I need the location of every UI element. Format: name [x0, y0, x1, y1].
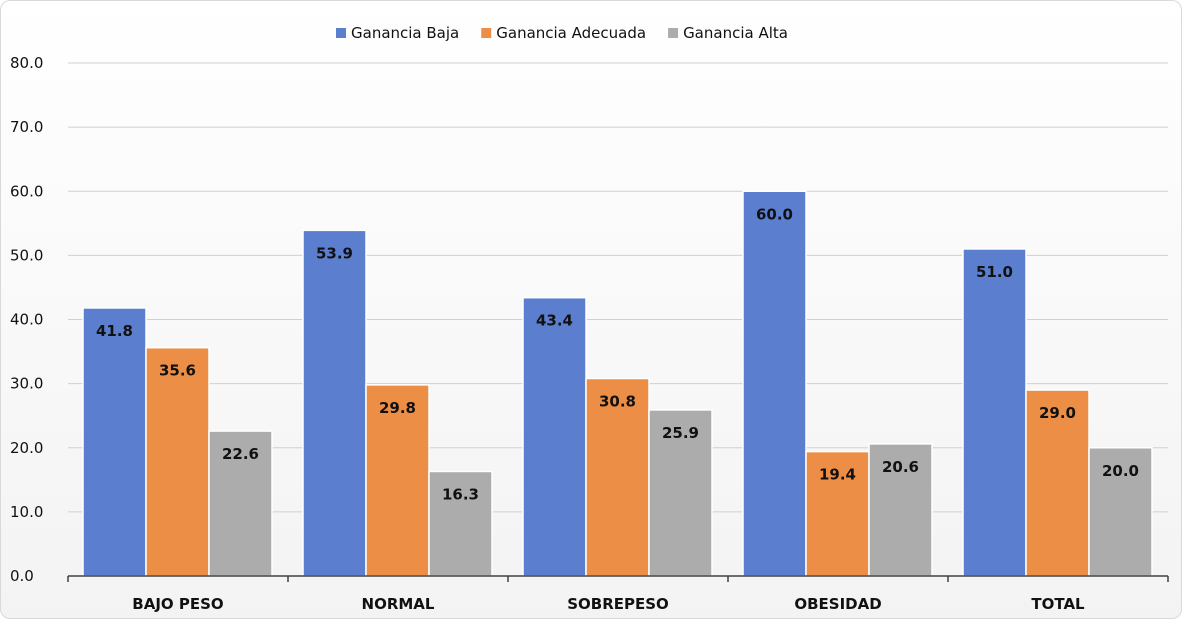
- bar: [208, 430, 273, 577]
- bar: [805, 450, 870, 577]
- bar: [585, 377, 650, 577]
- bar: [1088, 447, 1153, 577]
- data-label: 29.8: [379, 399, 416, 417]
- legend-label: Ganancia Alta: [683, 24, 788, 42]
- x-tick-label: NORMAL: [362, 595, 435, 613]
- bar: [522, 296, 587, 577]
- y-tick-label: 80.0: [10, 54, 43, 72]
- legend-swatch: [668, 28, 679, 38]
- data-label: 20.0: [1102, 462, 1139, 480]
- data-label: 51.0: [976, 263, 1013, 281]
- data-label: 20.6: [882, 458, 919, 476]
- y-tick-label: 10.0: [10, 503, 43, 521]
- legend: Ganancia Baja Ganancia Adecuada Ganancia A…: [336, 24, 788, 42]
- x-tick-label: BAJO PESO: [132, 595, 223, 613]
- legend-label: Ganancia Adecuada: [496, 24, 646, 42]
- legend-swatch: [336, 28, 346, 38]
- data-labels: 41.8 35.6 22.6 53.9 29.8 16.3 43.4 30.8 25.9 60.0…: [96, 205, 1139, 503]
- y-tick-label: 70.0: [10, 118, 43, 136]
- bar: [1025, 389, 1090, 577]
- x-axis: BAJO PESO NORMAL SOBREPESO OBESIDAD TOTAL: [67, 575, 1169, 613]
- y-tick-label: 20.0: [10, 439, 43, 457]
- bar: [82, 307, 147, 577]
- data-label: 41.8: [96, 322, 133, 340]
- x-tick-label: SOBREPESO: [567, 595, 669, 613]
- y-tick-label: 0.0: [10, 567, 34, 585]
- bar: [302, 229, 367, 577]
- bars: [82, 190, 1153, 577]
- data-label: 43.4: [536, 312, 573, 330]
- data-label: 16.3: [442, 485, 479, 503]
- bar: [145, 346, 210, 577]
- data-label: 19.4: [819, 466, 856, 484]
- legend-label: Ganancia Baja: [351, 24, 459, 42]
- bar: [742, 190, 807, 577]
- data-label: 30.8: [599, 392, 636, 410]
- y-tick-label: 40.0: [10, 311, 43, 329]
- legend-swatch: [481, 28, 492, 38]
- bar: [962, 248, 1027, 577]
- y-tick-label: 60.0: [10, 182, 43, 200]
- bar: [428, 470, 493, 577]
- y-axis: 0.0 10.0 20.0 30.0 40.0 50.0 60.0 70.0 80.0: [10, 54, 43, 585]
- x-tick-label: TOTAL: [1031, 595, 1085, 613]
- y-tick-label: 50.0: [10, 246, 43, 264]
- data-label: 25.9: [662, 424, 699, 442]
- data-label: 22.6: [222, 445, 259, 463]
- data-label: 29.0: [1039, 404, 1076, 422]
- data-label: 53.9: [316, 244, 353, 262]
- data-label: 60.0: [756, 205, 793, 223]
- y-tick-label: 30.0: [10, 375, 43, 393]
- x-tick-label: OBESIDAD: [794, 595, 881, 613]
- data-label: 35.6: [159, 362, 196, 380]
- bar: [868, 443, 933, 577]
